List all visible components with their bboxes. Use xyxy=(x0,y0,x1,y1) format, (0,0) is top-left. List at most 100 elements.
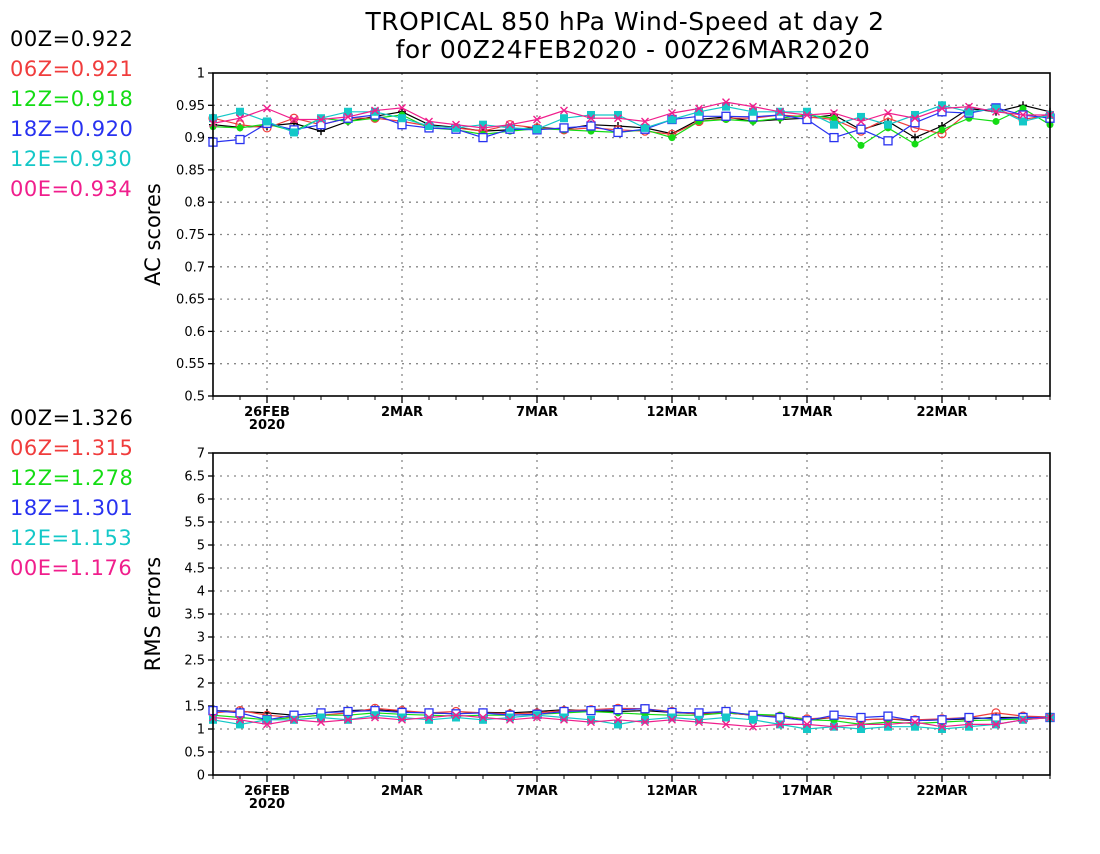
ac-series-point-18z xyxy=(559,123,569,133)
ac-series-point-12z xyxy=(992,117,1000,125)
ac-series-point-12e xyxy=(938,101,946,110)
ac-series-point-12e xyxy=(1019,117,1027,126)
ac-series-point-12e xyxy=(236,107,244,116)
rms-y-tick-label: 4 xyxy=(197,585,205,600)
ac-y-tick-label: 0.55 xyxy=(176,357,205,372)
ac-x-tick-label: 26FEB xyxy=(244,405,290,420)
rms-series-point-12e xyxy=(317,713,325,722)
ac-series-point-00e xyxy=(614,114,622,123)
ac-series-point-12e xyxy=(614,110,622,119)
rms-series-point-12e xyxy=(479,715,487,724)
rms-series-point-12e xyxy=(641,715,649,724)
rms-series-point-18z xyxy=(937,715,947,725)
rms-series-point-18z xyxy=(964,712,974,723)
ac-series-point-00e xyxy=(425,117,433,126)
rms-series-point-18z xyxy=(829,710,839,720)
ac-series-point-00e xyxy=(992,107,1000,116)
ac-legend-entry: 00E=0.934 xyxy=(10,177,133,201)
ac-series-point-00e xyxy=(560,106,568,115)
rms-series-point-18z xyxy=(640,704,650,714)
rms-series-point-18z xyxy=(694,708,704,718)
ac-series-point-18z xyxy=(586,121,596,131)
rms-series-point-12e xyxy=(803,725,811,733)
rms-series-point-00e xyxy=(371,713,379,722)
rms-legend-entry: 00Z=1.326 xyxy=(10,406,134,430)
rms-series-point-00e xyxy=(398,715,406,724)
rms-series-point-00e xyxy=(722,720,730,729)
ac-series-point-12e xyxy=(560,114,568,123)
ac-scores-legend: 00Z=0.922 06Z=0.921 12Z=0.918 18Z=0.920 12E=… xyxy=(10,24,133,204)
ac-series-point-12e xyxy=(695,107,703,116)
ac-series-point-12z xyxy=(668,134,676,142)
rms-series-point-12e xyxy=(668,713,676,722)
ac-series-point-00e xyxy=(1019,110,1027,119)
rms-legend-entry: 12Z=1.278 xyxy=(10,466,134,490)
rms-series-point-12e xyxy=(614,720,622,729)
ac-series-point-12e xyxy=(722,102,730,111)
rms-series-point-12e xyxy=(722,713,730,722)
rms-series-point-18z xyxy=(883,711,893,721)
ac-series-point-18z xyxy=(802,114,812,125)
rms-series-point-12e xyxy=(452,713,460,722)
ac-series-point-00e xyxy=(965,102,973,111)
rms-y-tick-label: 2.5 xyxy=(184,654,205,669)
rms-series-point-00e xyxy=(911,718,919,727)
ac-series-point-00e xyxy=(803,110,811,119)
ac-series-point-00e xyxy=(911,114,919,123)
rms-series-point-00e xyxy=(1019,715,1027,724)
rms-y-tick-label: 2 xyxy=(197,677,205,692)
rms-series-point-12e xyxy=(236,720,244,729)
rms-x-tick-label: 26FEB xyxy=(244,784,290,799)
chart-title-line1: TROPICAL 850 hPa Wind-Speed at day 2 xyxy=(364,7,884,36)
ac-series-point-12e xyxy=(911,110,919,119)
rms-x-tick-label: 12MAR xyxy=(646,784,697,799)
ac-series-point-12e xyxy=(749,107,757,116)
rms-y-tick-label: 5.5 xyxy=(184,516,205,531)
rms-series-point-12e xyxy=(695,715,703,724)
rms-series-point-00e xyxy=(425,713,433,722)
rms-series-point-12e xyxy=(506,713,514,722)
rms-series-point-00e xyxy=(641,718,649,727)
ac-series-point-00e xyxy=(317,115,325,124)
ac-series-point-12z xyxy=(1019,105,1027,113)
rms-series-point-00e xyxy=(938,722,946,731)
rms-series-point-12e xyxy=(587,715,595,724)
rms-legend-entry: 06Z=1.315 xyxy=(10,436,134,460)
ac-y-tick-label: 0.9 xyxy=(184,131,205,146)
ac-y-tick-label: 0.6 xyxy=(184,325,205,340)
rms-series-point-12e xyxy=(911,722,919,731)
ac-series-point-00e xyxy=(776,107,784,116)
ac-series-point-00e xyxy=(884,109,892,118)
rms-series-line-00e xyxy=(212,714,1051,728)
ac-series-point-00e xyxy=(371,106,379,115)
rms-series-point-18z xyxy=(586,705,596,716)
ac-series-point-00e xyxy=(398,103,406,112)
ac-series-point-00e xyxy=(533,115,541,124)
ac-series-point-00e xyxy=(479,123,487,132)
rms-series-point-00e xyxy=(884,720,892,729)
rms-series-point-12e xyxy=(938,725,946,733)
ac-series-point-00e xyxy=(290,115,298,124)
rms-series-point-00e xyxy=(965,720,973,729)
ac-series-point-18z xyxy=(235,134,245,145)
rms-legend-entry: 00E=1.176 xyxy=(10,556,133,580)
ac-series-point-18z xyxy=(883,136,893,146)
rms-x-tick-label: 22MAR xyxy=(916,784,967,799)
rms-series-point-18z xyxy=(478,708,488,718)
ac-series-point-12e xyxy=(506,123,514,132)
rms-series-point-12e xyxy=(263,715,271,724)
ac-series-point-12z xyxy=(236,124,244,132)
ac-y-tick-label: 1 xyxy=(197,67,205,82)
ac-series-point-12e xyxy=(803,107,811,116)
rms-series-point-00e xyxy=(479,713,487,722)
ac-series-point-12e xyxy=(263,117,271,126)
rms-series-point-00e xyxy=(560,715,568,724)
ac-series-point-12z xyxy=(911,140,919,148)
rms-y-axis-label: RMS errors xyxy=(141,557,165,672)
ac-series-point-18z xyxy=(910,118,920,128)
rms-series-point-00e xyxy=(614,715,622,724)
ac-series-point-12e xyxy=(479,120,487,129)
ac-series-point-12e xyxy=(344,107,352,116)
